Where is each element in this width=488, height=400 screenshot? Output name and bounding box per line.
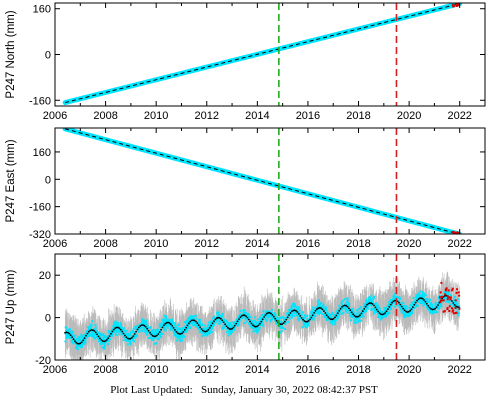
north-x-tick-label: 2008 xyxy=(93,110,117,122)
up-x-tick-label: 2008 xyxy=(93,364,117,376)
east-plot-area xyxy=(62,128,463,234)
north-y-axis-label: P247 North (mm) xyxy=(5,10,17,98)
east-x-tick-label: 2012 xyxy=(195,238,219,250)
east-frame xyxy=(54,127,486,235)
up-recent-observations xyxy=(439,281,461,315)
east-y-tick-label: 160 xyxy=(33,147,51,159)
north-model xyxy=(64,3,460,104)
east-x-tick-label: 2008 xyxy=(93,238,117,250)
footer-label: Plot Last Updated: xyxy=(110,384,193,396)
east-model xyxy=(64,128,460,234)
east-panel: 2006 2008 2010 2012 2014 2016 2018 2020 2022 -320… xyxy=(5,127,486,250)
north-x-tick-label: 2020 xyxy=(397,110,421,122)
east-y-tick-label: 0 xyxy=(45,174,51,186)
footer-timestamp: Plot Last Updated: Sunday, January 30, 2… xyxy=(0,384,488,396)
up-x-tick-label: 2018 xyxy=(346,364,370,376)
north-panel: 2006 2008 2010 2012 2014 2016 2018 2020 2022 -160… xyxy=(5,2,486,122)
east-x-tick-label: 2018 xyxy=(346,238,370,250)
up-ticks xyxy=(54,254,486,361)
footer-value: Sunday, January 30, 2022 08:42:37 PST xyxy=(200,384,378,396)
up-model xyxy=(64,294,460,345)
north-x-tick-label: 2010 xyxy=(144,110,168,122)
up-y-axis-label: P247 Up (mm) xyxy=(5,269,17,344)
east-x-tick-label: 2006 xyxy=(43,238,67,250)
up-x-tick-label: 2006 xyxy=(43,364,67,376)
north-y-tick-label: 0 xyxy=(45,50,51,62)
up-plot-area xyxy=(64,271,461,360)
up-panel: 2006 2008 2010 2012 2014 2016 2018 2020 2022 -20 0… xyxy=(5,253,486,376)
east-y-axis-label: P247 East (mm) xyxy=(5,139,17,222)
up-x-tick-label: 2016 xyxy=(296,364,320,376)
east-x-tick-label: 2022 xyxy=(447,238,471,250)
up-x-tick-label: 2020 xyxy=(397,364,421,376)
east-y-tick-label: -160 xyxy=(29,202,51,214)
up-y-tick-label: 20 xyxy=(39,270,51,282)
east-y-tick-label: -320 xyxy=(29,229,51,241)
east-ticks xyxy=(54,128,486,235)
north-x-tick-label: 2016 xyxy=(296,110,320,122)
up-frame xyxy=(54,253,486,361)
up-x-tick-label: 2022 xyxy=(447,364,471,376)
north-x-tick-label: 2014 xyxy=(245,110,269,122)
east-x-tick-label: 2020 xyxy=(397,238,421,250)
up-y-tick-label: -20 xyxy=(35,355,51,367)
north-y-tick-label: -160 xyxy=(29,95,51,107)
north-ticks xyxy=(54,3,486,106)
north-x-tick-label: 2022 xyxy=(447,110,471,122)
up-x-tick-label: 2010 xyxy=(144,364,168,376)
north-x-tick-label: 2006 xyxy=(43,110,67,122)
north-plot-area xyxy=(62,3,463,106)
east-x-tick-label: 2014 xyxy=(245,238,269,250)
up-y-tick-label: 0 xyxy=(45,313,51,325)
north-x-tick-label: 2018 xyxy=(346,110,370,122)
east-x-tick-label: 2010 xyxy=(144,238,168,250)
up-x-tick-label: 2012 xyxy=(195,364,219,376)
up-x-tick-label: 2014 xyxy=(245,364,269,376)
east-x-tick-label: 2016 xyxy=(296,238,320,250)
north-x-tick-label: 2012 xyxy=(195,110,219,122)
north-y-tick-label: 160 xyxy=(33,4,51,16)
